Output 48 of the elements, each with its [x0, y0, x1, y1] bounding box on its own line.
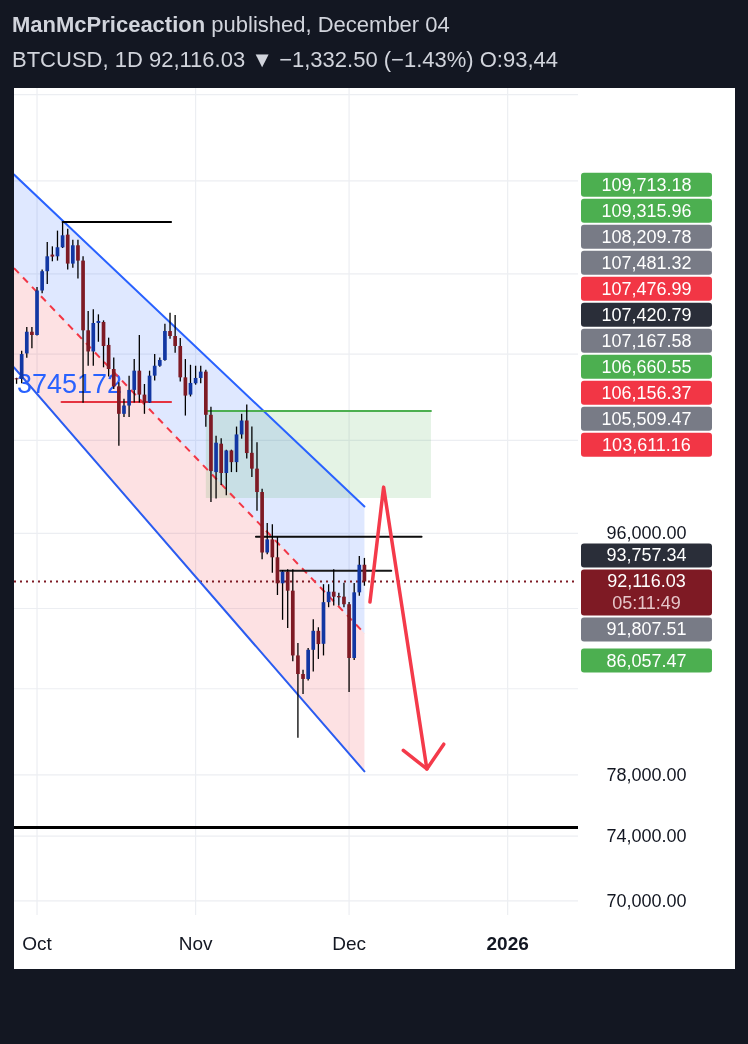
candlestick — [152, 353, 157, 382]
candlestick — [255, 441, 259, 512]
text: 86,057.47 — [606, 650, 687, 671]
text: 105,509.47 — [601, 408, 692, 429]
text: 107,167.58 — [601, 330, 692, 351]
text: 106,156.37 — [601, 382, 692, 403]
text: 107,481.32 — [601, 252, 692, 273]
candlestick — [250, 425, 254, 478]
ref-line-label: 92,116.03 — [607, 571, 686, 592]
candlestick — [270, 523, 275, 574]
candlestick — [296, 642, 300, 739]
text: 108,209.78 — [601, 226, 692, 247]
candlestick — [265, 522, 270, 555]
text: 106,660.55 — [601, 356, 692, 377]
candlestick — [311, 618, 316, 673]
candlestick — [173, 314, 177, 354]
candlestick — [127, 374, 131, 418]
text: 107,476.99 — [601, 278, 692, 299]
y-tick-label: 74,000.00 — [606, 826, 687, 847]
text: 05:11:49 — [612, 593, 681, 614]
text: 103,611.16 — [602, 434, 691, 455]
text: 109,315.96 — [601, 200, 692, 221]
candlestick — [30, 326, 34, 349]
x-tick-label: Nov — [178, 932, 213, 954]
candlestick — [224, 449, 229, 496]
candlestick — [40, 268, 44, 294]
text: 109,713.18 — [601, 174, 692, 195]
y-tick-label: 96,000.00 — [606, 523, 687, 544]
candlestick — [86, 310, 91, 367]
candlestick — [137, 334, 142, 404]
candlestick — [24, 326, 29, 359]
candlestick — [76, 238, 80, 280]
x-tick-label: Oct — [22, 932, 53, 954]
text: 91,807.51 — [606, 619, 687, 640]
candlestick — [168, 312, 172, 340]
candlestick — [122, 398, 126, 418]
chart-subtitle: BTCUSD, 1D 92,116.03 ▼ −1,332.50 (−1.43%) O:93,44 — [12, 47, 559, 72]
candlestick — [132, 358, 137, 404]
x-tick-label: Dec — [332, 932, 366, 954]
y-tick-label: 70,000.00 — [606, 890, 687, 911]
candlestick — [301, 669, 305, 695]
text: 93,757.34 — [606, 545, 687, 566]
y-tick-label: 78,000.00 — [606, 764, 687, 785]
candlestick — [70, 238, 75, 269]
chart-title: ManMcPriceaction published, December 04 — [12, 12, 450, 37]
x-tick-label: 2026 — [486, 932, 529, 954]
text: 107,420.79 — [601, 304, 692, 325]
candlestick — [45, 241, 50, 285]
